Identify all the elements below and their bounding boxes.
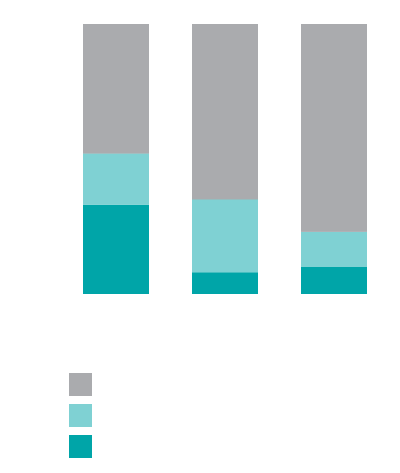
legend-swatch-light-teal [69,404,92,427]
bar-3-segment-1 [301,267,367,294]
legend-item-bottom [69,435,100,458]
legend-swatch-teal [69,435,92,458]
legend-item-top [69,373,100,396]
bar-3-segment-2 [301,231,367,267]
legend-swatch-gray [69,373,92,396]
bar-3-segment-3 [301,24,367,232]
bar-2-segment-3 [192,24,258,200]
bar-1-segment-1 [83,204,149,294]
bar-2-segment-1 [192,272,258,294]
legend [69,373,100,466]
bar-1-segment-2 [83,153,149,205]
bar-2-segment-2 [192,199,258,273]
bar-1-segment-3 [83,24,149,154]
legend-item-middle [69,404,100,427]
